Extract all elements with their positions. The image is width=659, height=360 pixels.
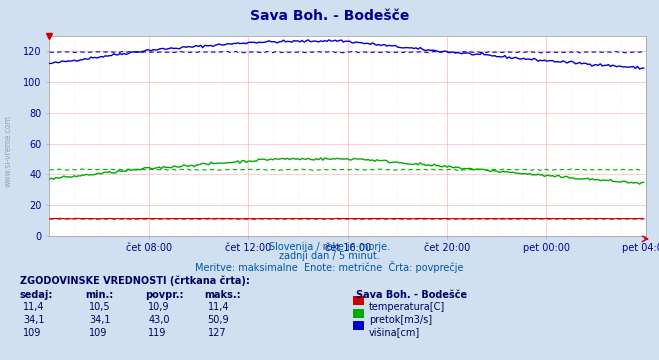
Text: ZGODOVINSKE VREDNOSTI (črtkana črta):: ZGODOVINSKE VREDNOSTI (črtkana črta): <box>20 275 250 286</box>
Text: 10,5: 10,5 <box>89 302 111 312</box>
Text: 34,1: 34,1 <box>23 315 45 325</box>
Text: 109: 109 <box>89 328 107 338</box>
Text: www.si-vreme.com: www.si-vreme.com <box>3 115 13 187</box>
Text: 119: 119 <box>148 328 167 338</box>
Text: temperatura[C]: temperatura[C] <box>369 302 445 312</box>
Text: zadnji dan / 5 minut.: zadnji dan / 5 minut. <box>279 251 380 261</box>
Text: min.:: min.: <box>86 290 114 300</box>
Text: pretok[m3/s]: pretok[m3/s] <box>369 315 432 325</box>
Text: 10,9: 10,9 <box>148 302 170 312</box>
Text: povpr.:: povpr.: <box>145 290 183 300</box>
Text: 127: 127 <box>208 328 226 338</box>
Text: 50,9: 50,9 <box>208 315 229 325</box>
Text: Slovenija / reke in morje.: Slovenija / reke in morje. <box>269 242 390 252</box>
Text: višina[cm]: višina[cm] <box>369 328 420 338</box>
Text: maks.:: maks.: <box>204 290 241 300</box>
Text: sedaj:: sedaj: <box>20 290 53 300</box>
Text: Sava Boh. - Bodešče: Sava Boh. - Bodešče <box>250 9 409 23</box>
Text: Meritve: maksimalne  Enote: metrične  Črta: povprečje: Meritve: maksimalne Enote: metrične Črta… <box>195 261 464 273</box>
Text: 11,4: 11,4 <box>208 302 229 312</box>
Text: 11,4: 11,4 <box>23 302 45 312</box>
Text: 43,0: 43,0 <box>148 315 170 325</box>
Text: 34,1: 34,1 <box>89 315 111 325</box>
Text: 109: 109 <box>23 328 42 338</box>
Text: Sava Boh. - Bodešče: Sava Boh. - Bodešče <box>356 290 467 300</box>
